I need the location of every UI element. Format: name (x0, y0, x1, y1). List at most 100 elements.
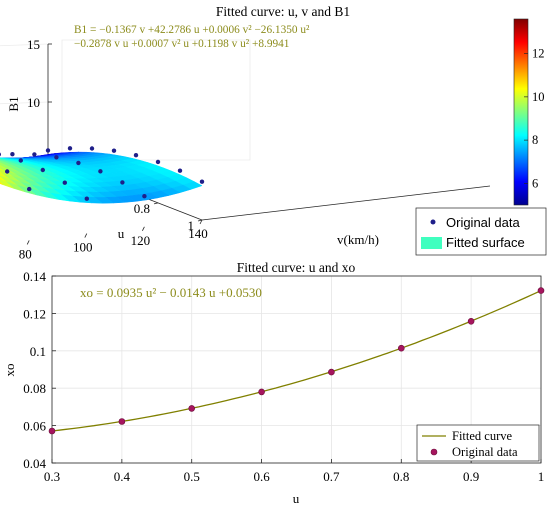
y-axis-label: xo (2, 364, 17, 377)
y-tick-label: 0.1 (30, 344, 46, 359)
pane-gridline (0, 43, 49, 47)
surface-patch (0, 160, 8, 164)
surface-equation-line2: −0.2878 v u +0.0007 v² u +0.1198 v u² +8… (74, 38, 289, 50)
data-point-3d (40, 167, 45, 173)
x-tick-label: 0.7 (323, 469, 340, 484)
data-point-3d (177, 168, 183, 173)
colorbar-tick-label: 12 (532, 47, 545, 61)
surface-patch (0, 171, 2, 174)
data-point (48, 427, 56, 435)
data-point (397, 344, 405, 352)
colorbar-tick-label: 6 (532, 176, 538, 190)
x-axis-ticks: 0.3 0.4 0.5 0.6 0.7 0.8 0.9 1 (44, 459, 544, 484)
surface-patch (0, 181, 3, 185)
z-axis-label: B1 (6, 96, 21, 111)
v-tick-mark (26, 240, 30, 245)
data-point-3d (84, 196, 90, 201)
data-point-3d (18, 158, 23, 163)
legend-swatch-fitted-surface (421, 237, 442, 249)
x-tick-label: 1 (538, 469, 545, 484)
colorbar (513, 18, 529, 206)
data-point (258, 388, 265, 396)
data-point-3d (76, 160, 81, 166)
y-tick-label: 0.14 (23, 269, 46, 284)
data-point (467, 317, 475, 325)
data-point-3d (133, 153, 139, 158)
v-axis-ticks: 406080100120140 (19, 219, 208, 261)
data-point-3d (32, 152, 37, 157)
surface-patch (0, 162, 5, 165)
line-legend-item-1: Fitted curve (452, 429, 513, 443)
data-point-3d (27, 186, 32, 192)
v-tick-label: 100 (73, 240, 93, 255)
data-point-3d (54, 155, 59, 160)
y-tick-label: 0.04 (23, 456, 46, 471)
x-tick-label: 0.3 (44, 469, 60, 484)
x-tick-label: 0.9 (463, 469, 479, 484)
x-tick-label: 0.8 (393, 469, 409, 484)
surface-legend: Original data Fitted surface (415, 207, 547, 256)
data-point-3d (199, 179, 205, 184)
pane-gridlines (0, 43, 49, 105)
data-point-3d (120, 180, 125, 185)
line-chart-title: Fitted curve: u and xo (237, 260, 356, 275)
original-data-points (48, 287, 545, 435)
surface-patch (0, 172, 10, 180)
data-point (537, 287, 545, 294)
v-tick-mark (142, 226, 145, 231)
x-tick-label: 0.5 (184, 469, 200, 484)
z-tick-label: 15 (27, 37, 40, 52)
fitted-surface (0, 151, 203, 204)
v-tick-mark (84, 233, 88, 238)
data-point-3d (98, 169, 103, 174)
data-point-3d (111, 148, 117, 153)
line-legend: Fitted curve Original data (416, 424, 540, 462)
y-axis-ticks: 0.04 0.06 0.08 0.1 0.12 0.14 (23, 269, 56, 471)
surface-equation-line1: B1 = −0.1367 v +42.2786 u +0.0006 v² −26… (74, 24, 310, 36)
x-axis-label: u (293, 491, 300, 506)
line-legend-item-2: Original data (452, 445, 518, 459)
y-tick-label: 0.12 (23, 306, 46, 321)
u-axis-label: u (118, 226, 125, 241)
u-tick-mark (153, 202, 159, 205)
x-tick-label: 0.4 (114, 469, 131, 484)
line-chart: Fitted curve: u and xo 0.3 0.4 0.5 0.6 0.7 0.… (2, 260, 545, 506)
curve-equation: xo = 0.0935 u² − 0.0143 u +0.0530 (80, 285, 262, 300)
u-tick-label: 0.8 (134, 201, 150, 216)
surface-chart: Fitted curve: u, v and B1 51015 B1 0.40.… (0, 4, 547, 261)
v-axis-label: v(km/h) (337, 232, 379, 247)
data-point (118, 418, 126, 425)
data-point-3d (67, 146, 73, 151)
data-point-3d (10, 152, 15, 157)
colorbar-tick-label: 10 (532, 90, 545, 104)
data-point-3d (0, 152, 1, 157)
data-point-3d (45, 148, 51, 153)
v-tick-label: 120 (131, 233, 151, 248)
data-point-3d (5, 169, 10, 174)
surface-legend-item-1: Original data (446, 215, 520, 230)
original-data-points-3d (0, 146, 205, 201)
surface-chart-title: Fitted curve: u, v and B1 (216, 4, 350, 19)
colorbar-ticks: 6 8 10 12 (524, 47, 545, 190)
v-tick-mark (199, 219, 203, 225)
surface-patch (0, 168, 6, 172)
data-point (328, 368, 335, 376)
v-tick-label: 80 (19, 246, 32, 261)
v-axis-line (201, 185, 491, 221)
y-tick-label: 0.06 (23, 419, 46, 434)
surface-patch (0, 176, 7, 182)
surface-patch (0, 159, 11, 163)
colorbar-tick-label: 8 (532, 133, 538, 147)
fitted-curve-line (51, 290, 542, 432)
data-point-3d (142, 194, 147, 199)
data-point-3d (89, 146, 95, 151)
u-tick-mark (197, 219, 203, 222)
plot-frame (51, 275, 542, 464)
pane-gridline (0, 101, 49, 105)
back-wall-pane (61, 39, 251, 161)
data-point-3d (62, 180, 67, 185)
u-tick-label: 1 (188, 218, 195, 233)
y-tick-label: 0.08 (23, 381, 46, 396)
legend-marker-original-data (430, 219, 436, 225)
